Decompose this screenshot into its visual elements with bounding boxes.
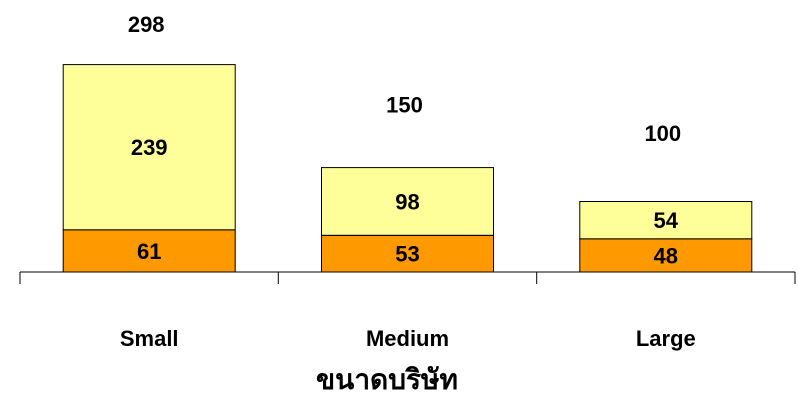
x-axis: [19, 271, 796, 284]
labels-layer: 61 239 298 Small 53 98 150 Medium 48 54 100 Large: [120, 12, 696, 351]
data-label: 98: [395, 190, 419, 215]
category-label-small: Small: [120, 326, 179, 351]
data-label: 48: [654, 243, 678, 268]
x-axis-title: ขนาดบริษัท: [316, 363, 458, 396]
total-label: 100: [644, 121, 681, 146]
category-label-large: Large: [636, 326, 696, 351]
data-label: 54: [654, 208, 679, 233]
category-label-medium: Medium: [366, 326, 449, 351]
data-label: 239: [131, 135, 168, 160]
bar-segment-medium-1: [321, 167, 494, 236]
bar-segment-large-1: [579, 201, 753, 240]
total-label: 150: [386, 92, 423, 117]
bar-segment-small-1: [62, 64, 236, 231]
data-label: 53: [395, 242, 419, 267]
data-label: 61: [137, 239, 161, 264]
bar-segment-small-0: [62, 229, 236, 273]
bars-layer: [62, 64, 753, 273]
total-label: 298: [128, 12, 165, 37]
